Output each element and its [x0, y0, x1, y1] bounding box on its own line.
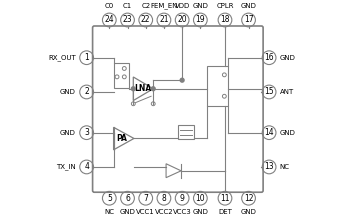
- Text: VCC1: VCC1: [136, 209, 155, 215]
- Text: 18: 18: [220, 15, 230, 25]
- Text: CPLR: CPLR: [216, 3, 234, 9]
- Circle shape: [151, 87, 155, 91]
- Text: GND: GND: [280, 130, 296, 136]
- Text: GND: GND: [193, 209, 208, 215]
- Text: 19: 19: [196, 15, 205, 25]
- Text: 5: 5: [107, 194, 112, 203]
- Text: 6: 6: [125, 194, 130, 203]
- Text: 10: 10: [196, 194, 205, 203]
- Text: 12: 12: [244, 194, 253, 203]
- Text: RX_OUT: RX_OUT: [48, 54, 76, 61]
- Text: NC: NC: [104, 209, 114, 215]
- Text: DET: DET: [218, 209, 232, 215]
- Text: 17: 17: [244, 15, 253, 25]
- Circle shape: [131, 87, 135, 91]
- Text: 4: 4: [84, 163, 89, 171]
- Text: 1: 1: [84, 53, 89, 62]
- Text: VCC2: VCC2: [155, 209, 173, 215]
- Text: 16: 16: [264, 53, 274, 62]
- Text: GND: GND: [240, 209, 256, 215]
- Bar: [207, 66, 228, 106]
- Text: GND: GND: [60, 130, 76, 136]
- Text: FEM_EN: FEM_EN: [150, 3, 178, 9]
- Text: 2: 2: [84, 87, 89, 97]
- Text: 13: 13: [264, 163, 274, 171]
- Bar: [178, 125, 194, 139]
- Text: 24: 24: [105, 15, 114, 25]
- Text: 3: 3: [84, 128, 89, 137]
- Text: PA: PA: [117, 134, 128, 143]
- Text: VCC3: VCC3: [173, 209, 191, 215]
- Text: TX_IN: TX_IN: [56, 164, 76, 170]
- Text: 22: 22: [141, 15, 150, 25]
- Bar: [114, 63, 129, 88]
- Text: 9: 9: [180, 194, 185, 203]
- Text: GND: GND: [240, 3, 256, 9]
- Text: C2: C2: [141, 3, 150, 9]
- Text: ANT: ANT: [280, 89, 294, 95]
- Text: 20: 20: [177, 15, 187, 25]
- Text: 11: 11: [220, 194, 230, 203]
- Text: 8: 8: [161, 194, 166, 203]
- Text: 7: 7: [143, 194, 148, 203]
- Text: C0: C0: [105, 3, 114, 9]
- Text: GND: GND: [280, 55, 296, 61]
- Text: 21: 21: [159, 15, 169, 25]
- Text: GND: GND: [120, 209, 136, 215]
- Text: LNA: LNA: [134, 84, 151, 93]
- FancyBboxPatch shape: [92, 26, 263, 192]
- Text: 15: 15: [264, 87, 274, 97]
- Text: GND: GND: [193, 3, 208, 9]
- Text: 14: 14: [264, 128, 274, 137]
- Text: C1: C1: [123, 3, 132, 9]
- Text: GND: GND: [60, 89, 76, 95]
- Text: 23: 23: [123, 15, 132, 25]
- Text: VDD: VDD: [175, 3, 190, 9]
- Circle shape: [180, 78, 184, 82]
- Text: NC: NC: [280, 164, 290, 170]
